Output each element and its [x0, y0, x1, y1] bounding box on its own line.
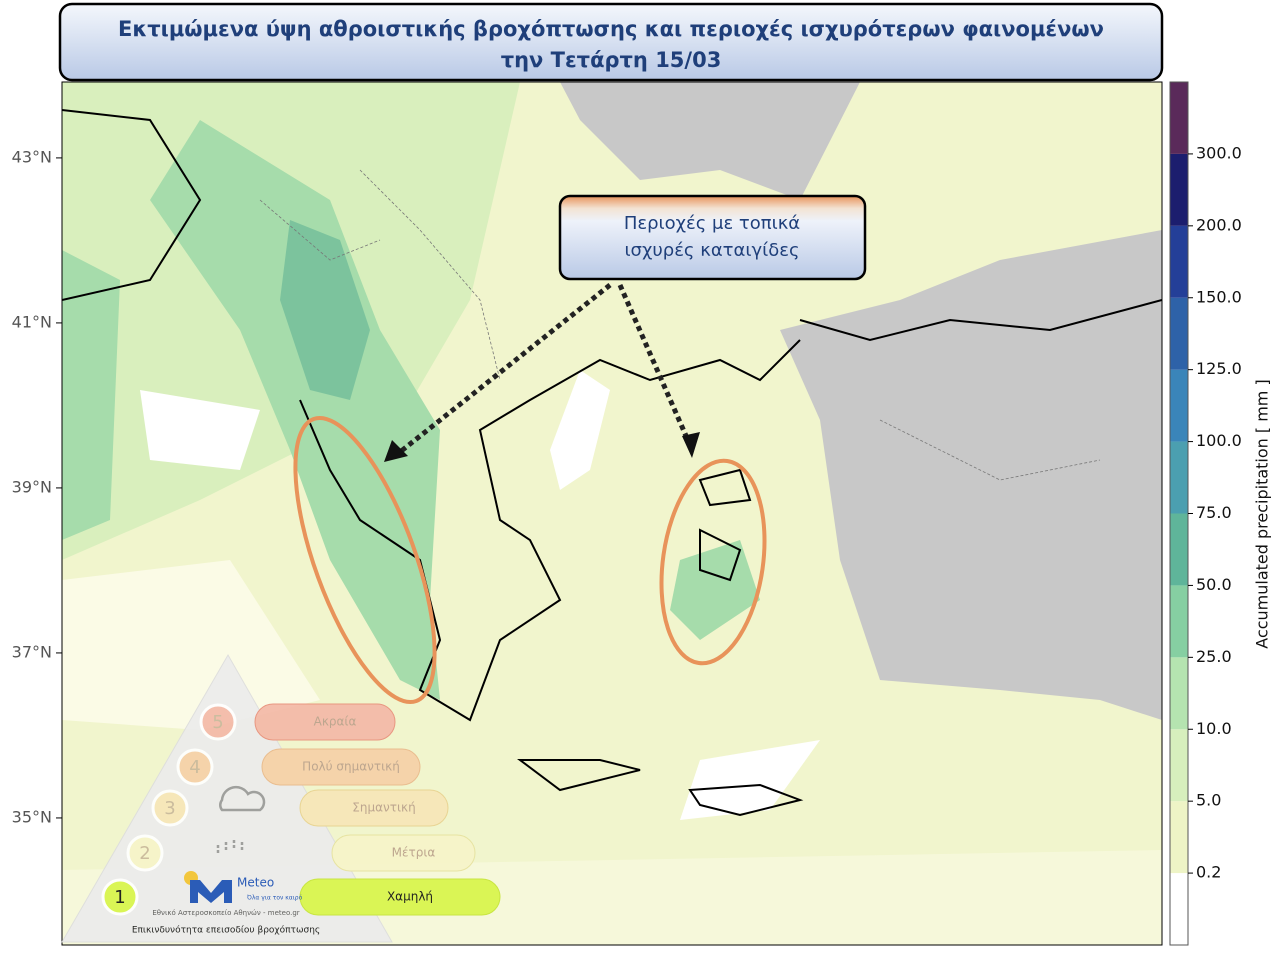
colorbar: 0.2 5.0 10.0 25.0 50.0 75.0 100.0 125.0 150.0 200… [1169, 81, 1242, 946]
colorbar-label: Accumulated precipitation [ mm ] [1253, 379, 1272, 648]
colorbar-tick-label: 200.0 [1196, 215, 1242, 234]
colorbar-tick-label: 100.0 [1196, 431, 1242, 450]
colorbar-tick-label: 50.0 [1196, 575, 1232, 594]
risk-number: 5 [212, 712, 223, 733]
colorbar-bin [1170, 513, 1188, 586]
latitude-axis: 43°N 41°N 39°N 37°N 35°N [12, 147, 62, 826]
risk-label: Χαμηλή [387, 890, 433, 904]
callout-text: ισχυρές καταιγίδες [624, 240, 799, 261]
risk-pyramid: Ακραία 5 Πολύ σημαντική 4 Σημαντική 3 Μέτρια 2 Χ… [61, 653, 501, 943]
risk-pill [261, 748, 421, 786]
colorbar-tick-label: 75.0 [1196, 503, 1232, 522]
logo-slogan: Όλα για τον καιρό [246, 895, 303, 902]
colorbar-tick-label: 125.0 [1196, 359, 1242, 378]
title: Εκτιμώμενα ύψη αθροιστικής βροχόπτωσης κ… [118, 17, 1104, 41]
risk-number: 1 [114, 887, 125, 908]
lat-label: 37°N [12, 642, 52, 661]
logo-name: Meteo [237, 876, 274, 890]
risk-badge [199, 703, 237, 741]
lat-label: 43°N [12, 147, 52, 166]
map-frame [61, 81, 1163, 946]
colorbar-bin [1170, 585, 1188, 658]
colorbar-bin [1170, 297, 1188, 370]
colorbar-bin [1170, 153, 1188, 226]
risk-pill [254, 703, 396, 741]
colorbar-tick-label: 150.0 [1196, 287, 1242, 306]
colorbar-tick-label: 10.0 [1196, 719, 1232, 738]
risk-pill [331, 834, 476, 872]
colorbar-tick-label: 0.2 [1196, 863, 1221, 882]
title-box [58, 2, 1164, 82]
colorbar-tick-label: 25.0 [1196, 647, 1232, 666]
storm-area [659, 458, 767, 666]
risk-badge [151, 789, 189, 827]
colorbar-bin [1170, 441, 1188, 514]
risk-badge [126, 834, 164, 872]
risk-label: Σημαντική [352, 801, 415, 815]
lat-label: 39°N [12, 477, 52, 496]
colorbar-bin [1170, 225, 1188, 298]
colorbar-tick-label: 300.0 [1196, 143, 1242, 162]
colorbar-bin [1170, 369, 1188, 442]
callout-text: Περιοχές με τοπικά [624, 213, 800, 234]
colorbar-tick-label: 5.0 [1196, 791, 1221, 810]
lat-label: 41°N [12, 312, 52, 331]
colorbar-bin [1170, 729, 1188, 802]
colorbar-bin [1170, 801, 1188, 874]
colorbar-bin [1170, 657, 1188, 730]
lat-label: 35°N [12, 807, 52, 826]
risk-label: Μέτρια [392, 846, 436, 860]
colorbar-bin [1170, 873, 1188, 945]
risk-number: 2 [139, 843, 150, 864]
colorbar-bin [1170, 82, 1188, 154]
risk-badge [176, 748, 214, 786]
title: την Τετάρτη 15/03 [501, 48, 722, 72]
risk-pill [299, 789, 449, 827]
risk-number: 3 [164, 798, 175, 819]
risk-badge [101, 878, 139, 916]
storm-area [293, 416, 437, 704]
risk-pill [299, 878, 501, 916]
risk-number: 4 [189, 757, 200, 778]
risk-caption: Επικινδυνότητα επεισοδίου βροχόπτωσης [132, 925, 320, 936]
risk-label: Πολύ σημαντική [302, 760, 400, 774]
risk-label: Ακραία [314, 715, 357, 729]
callout-box [558, 194, 867, 281]
arrows [398, 283, 693, 454]
logo-org: Εθνικό Αστεροσκοπείο Αθηνών - meteo.gr [152, 909, 299, 917]
